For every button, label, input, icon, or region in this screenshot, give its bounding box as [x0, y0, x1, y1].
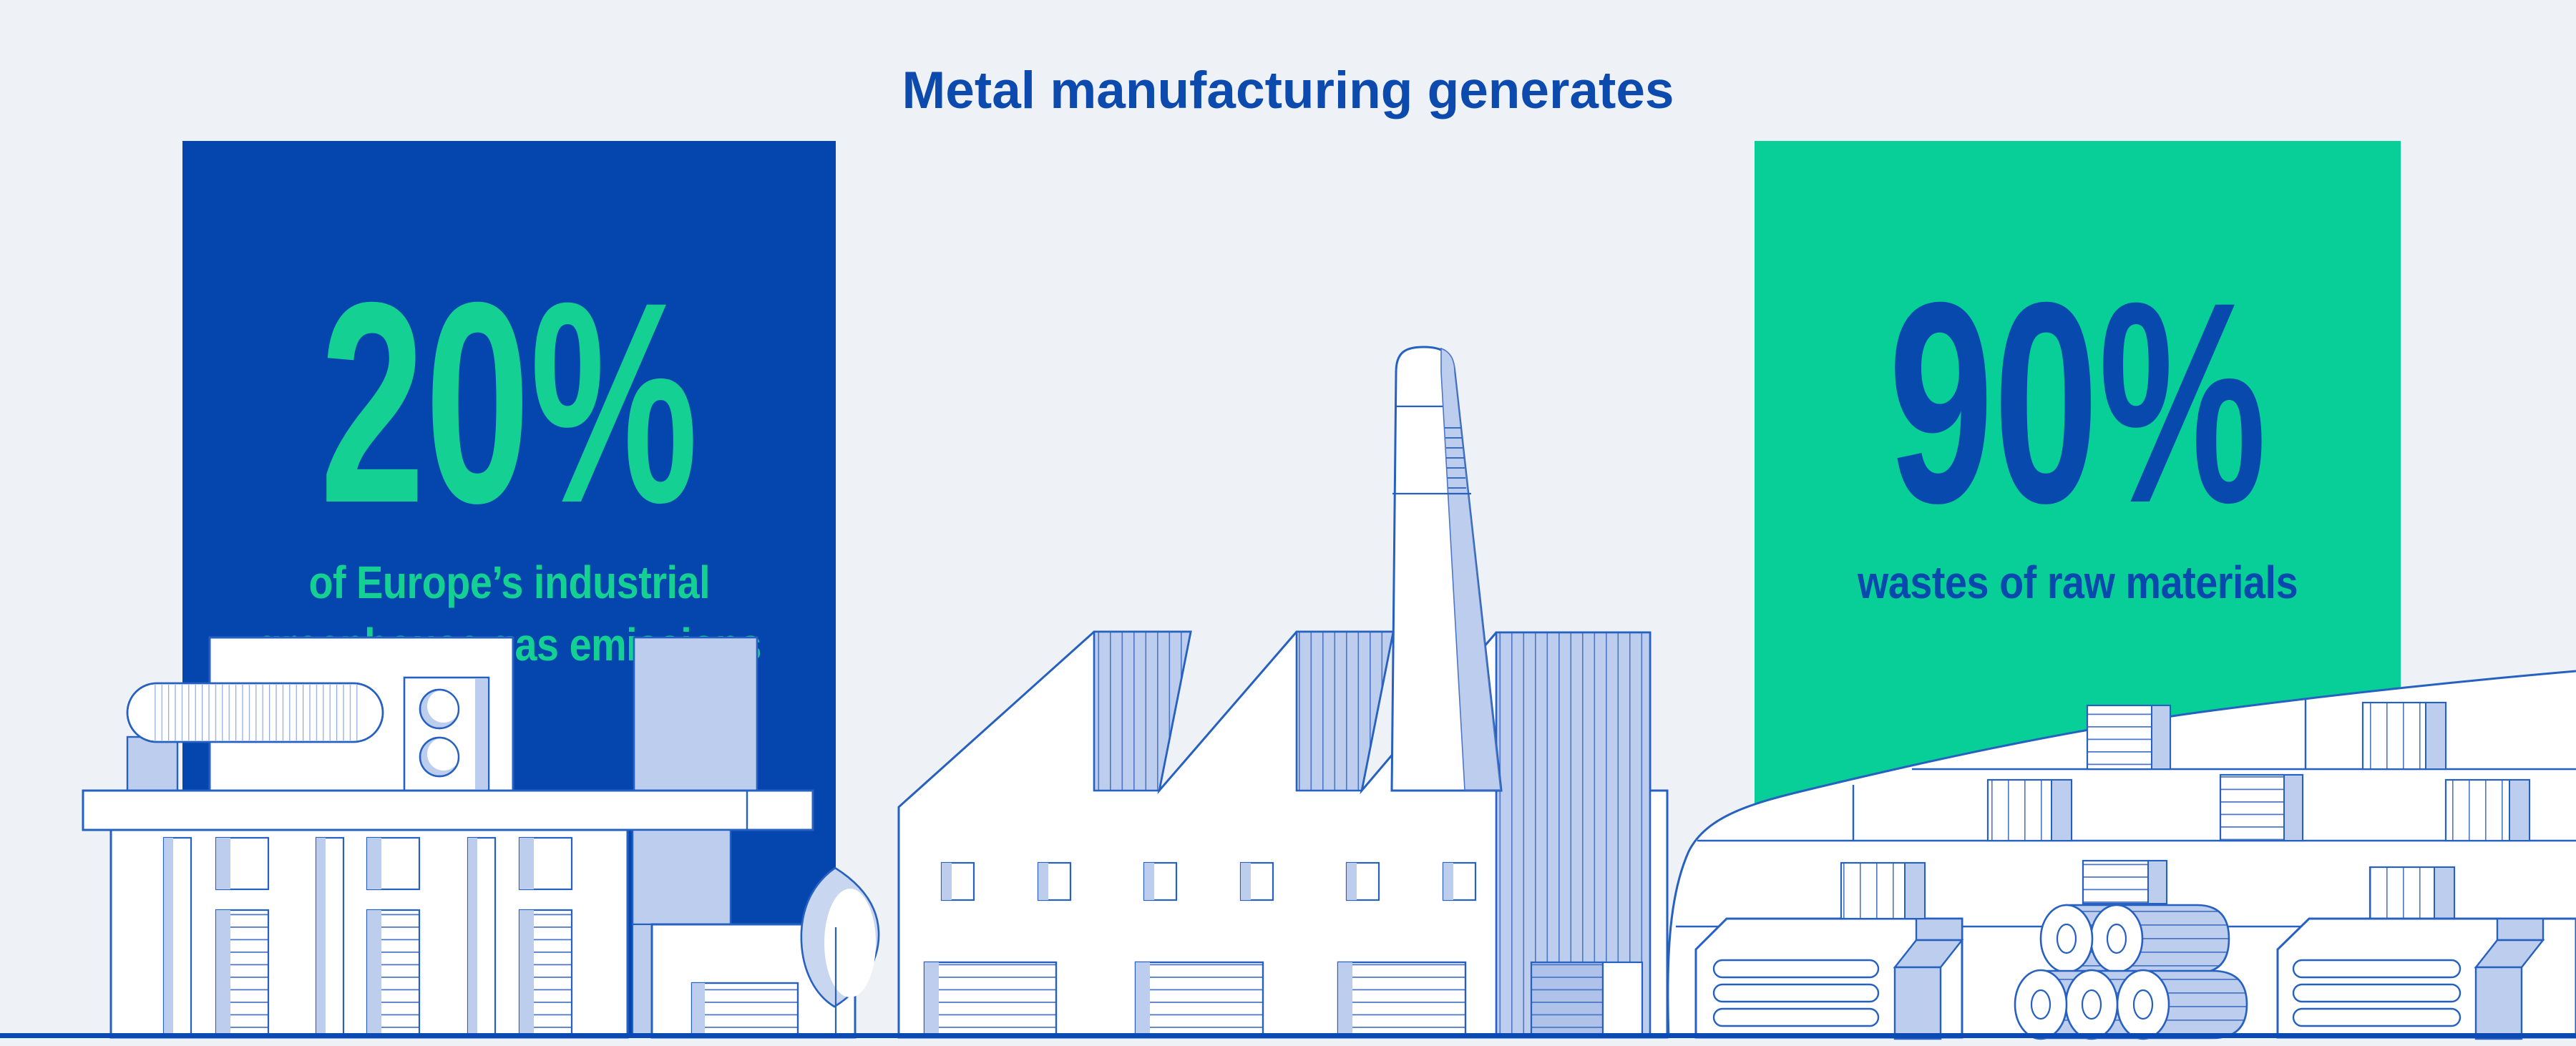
facade-windows — [215, 836, 573, 891]
waste-caption: wastes of raw materials — [1858, 552, 2298, 614]
annex-roller-door — [691, 982, 799, 1039]
power-plant-icon — [82, 636, 880, 1039]
chimney-icon — [1390, 346, 1503, 792]
page-title: Metal manufacturing generates — [902, 61, 1674, 119]
cooler-support — [126, 735, 179, 793]
side-tower-leg — [632, 924, 653, 1038]
corrugated-door — [1530, 961, 1604, 1039]
factory-roller-doors — [923, 961, 1467, 1039]
stockpile-icon — [1667, 670, 2576, 1040]
slab-stacks — [2082, 704, 2304, 905]
gauge-panel-icon — [403, 676, 490, 792]
emissions-caption-line-1: of Europe’s industrial — [308, 557, 710, 608]
rooftop-block — [633, 636, 758, 792]
facade-pilasters — [162, 836, 497, 1039]
ground-line — [0, 1033, 2576, 1038]
side-tower — [631, 829, 732, 926]
chimney-ladder — [1445, 427, 1466, 489]
tree-icon — [800, 866, 880, 1037]
factory-icon — [897, 346, 1669, 1039]
metal-coils-icon — [2014, 904, 2248, 1040]
emissions-value: 20% — [320, 243, 698, 562]
bundle-on-hopper — [1840, 861, 1926, 920]
finned-cooler-icon — [126, 682, 384, 743]
hopper-icon-right — [2276, 917, 2576, 1040]
waste-caption-line-1: wastes of raw materials — [1857, 557, 2298, 608]
material-bundles — [1986, 701, 2531, 928]
waste-value: 90% — [1888, 243, 2267, 562]
factory-windows — [940, 861, 1477, 901]
hopper-icon — [1694, 917, 1964, 1040]
cornice — [82, 789, 814, 831]
